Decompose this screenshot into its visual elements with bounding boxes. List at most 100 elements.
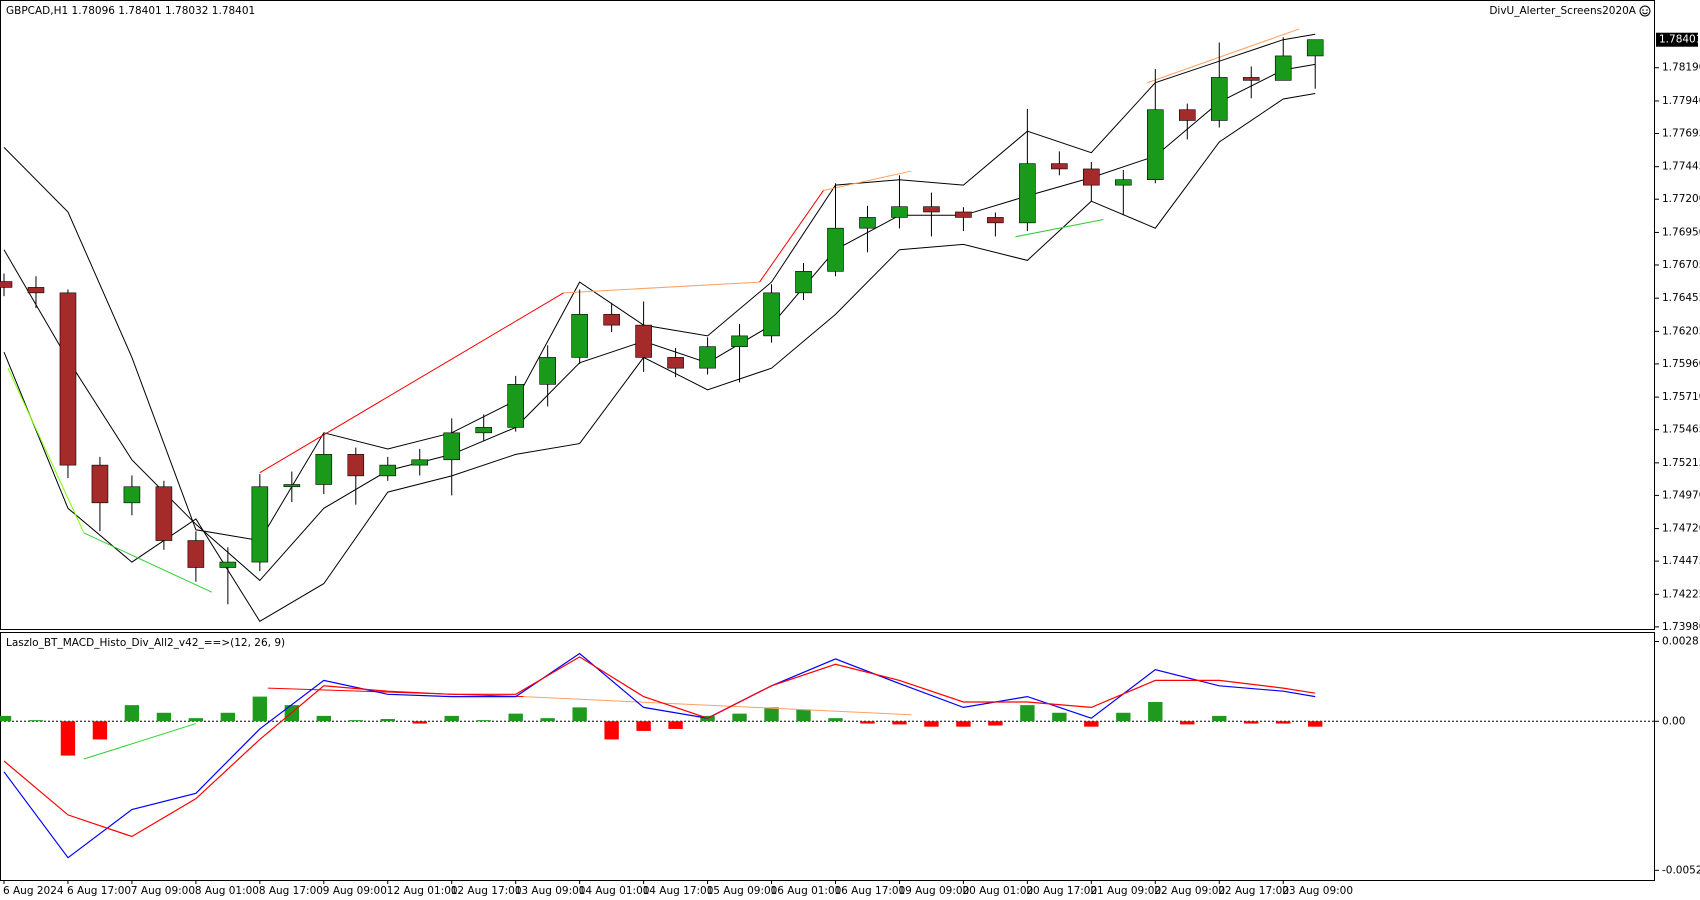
x-tick-label: 21 Aug 09:00 [1090, 885, 1161, 897]
candle-body [0, 281, 13, 288]
candle-body [955, 211, 972, 218]
candle-body [187, 540, 205, 568]
histogram-bar [476, 720, 491, 722]
y-tick-label: 1.74225 [1662, 588, 1700, 600]
trendline [1147, 28, 1300, 84]
histogram-bar [0, 715, 12, 722]
trendline [7, 367, 85, 534]
candle-body [315, 454, 333, 485]
y-tick-label: 1.74475 [1662, 555, 1700, 567]
histogram-bar [220, 712, 236, 722]
x-tick-label: 16 Aug 01:00 [771, 885, 842, 897]
trendline [523, 696, 912, 716]
candle-body [507, 384, 524, 428]
candle-body [123, 486, 141, 504]
histogram-bar [1244, 721, 1259, 724]
x-tick-label: 23 Aug 09:00 [1282, 885, 1353, 897]
x-tick-label: 12 Aug 17:00 [451, 885, 522, 897]
histogram-bar [604, 721, 619, 740]
histogram-bar [1276, 721, 1291, 724]
last-price-label: 1.78401 [1659, 34, 1700, 46]
candle-body [667, 357, 684, 369]
y-tick-label: 1.76705 [1662, 259, 1700, 271]
last-price-box [1656, 32, 1698, 47]
y-tick-label: 1.74970 [1662, 489, 1700, 501]
histogram-bar [92, 721, 108, 740]
histogram-bar [1020, 705, 1035, 722]
candle-body [1274, 55, 1292, 81]
candle-body [1147, 109, 1164, 181]
y-tick-label: 1.73980 [1662, 621, 1700, 633]
trendline [563, 281, 760, 294]
histogram-bar [892, 721, 907, 725]
indicator-title: Laszlo_BT_MACD_Histo_Div_All2_v42_==>(12… [6, 637, 285, 649]
candle-body [251, 486, 269, 563]
y-tick-label: 1.75710 [1662, 391, 1700, 403]
trendline [259, 292, 564, 474]
y-tick-label: 1.77200 [1662, 193, 1700, 205]
x-tick-label: 6 Aug 17:00 [67, 885, 131, 897]
candle-body [827, 227, 844, 272]
histogram-bar [316, 715, 331, 722]
chart-title: GBPCAD,H1 1.78096 1.78401 1.78032 1.7840… [6, 5, 255, 17]
histogram-bar [796, 709, 811, 722]
histogram-bar [540, 718, 555, 722]
candle-body [1115, 179, 1132, 186]
histogram-bar [1052, 712, 1067, 722]
candle-body [539, 357, 556, 385]
y-tick-label: 1.74720 [1662, 523, 1700, 535]
histogram-bar [860, 721, 875, 724]
histogram-bar [988, 721, 1003, 726]
histogram-bar [60, 721, 76, 756]
histogram-bar [572, 707, 587, 722]
candle-body [379, 464, 397, 477]
histogram-bar [732, 713, 747, 722]
candle-body [91, 464, 109, 504]
y-tick-label: 1.76205 [1662, 325, 1700, 337]
histogram-bar [1180, 721, 1195, 725]
signal-line [3, 656, 1316, 838]
y-tick-label: 1.75215 [1662, 457, 1700, 469]
x-tick-label: 16 Aug 17:00 [834, 885, 905, 897]
y-tick-label: -0.005254 [1662, 864, 1700, 876]
trendline [759, 190, 824, 283]
candle-body [1051, 163, 1068, 170]
candle-body [219, 561, 237, 568]
x-tick-label: 19 Aug 09:00 [898, 885, 969, 897]
x-tick-label: 9 Aug 09:00 [323, 885, 387, 897]
x-tick-label: 20 Aug 17:00 [1026, 885, 1097, 897]
candle-body [283, 484, 301, 488]
candle-body [347, 454, 365, 477]
histogram-bar [636, 721, 651, 731]
candle-body [699, 346, 716, 369]
histogram-bar [188, 718, 204, 722]
trendline [1015, 219, 1104, 238]
bollinger-upper [3, 33, 1316, 542]
bollinger-middle [3, 63, 1316, 582]
histogram-bar [1116, 712, 1131, 722]
y-tick-label: 1.76950 [1662, 226, 1700, 238]
x-tick-label: 8 Aug 17:00 [259, 885, 323, 897]
candle-body [1178, 109, 1196, 121]
x-tick-label: 15 Aug 09:00 [707, 885, 778, 897]
indicator-panel [0, 632, 1655, 881]
x-tick-label: 12 Aug 01:00 [387, 885, 458, 897]
candle-body [1306, 39, 1324, 57]
candle-body [1242, 77, 1260, 81]
candle-body [27, 287, 45, 294]
x-tick-label: 22 Aug 09:00 [1154, 885, 1225, 897]
expert-name: DivU_Alerter_Screens2020A [1489, 5, 1636, 17]
histogram-bar [124, 705, 140, 722]
candle-body [987, 217, 1004, 224]
x-tick-label: 20 Aug 01:00 [962, 885, 1033, 897]
histogram-bar [764, 707, 779, 722]
candle-body [1019, 163, 1036, 224]
histogram-bar [444, 715, 459, 722]
histogram-bar [956, 721, 971, 727]
y-tick-label: 0.002812 [1662, 636, 1700, 648]
smiley-icon [1639, 5, 1651, 17]
main-panel [0, 0, 1655, 630]
histogram-bar [924, 721, 939, 727]
y-tick-label: 1.75960 [1662, 358, 1700, 370]
candle-body [475, 427, 493, 434]
